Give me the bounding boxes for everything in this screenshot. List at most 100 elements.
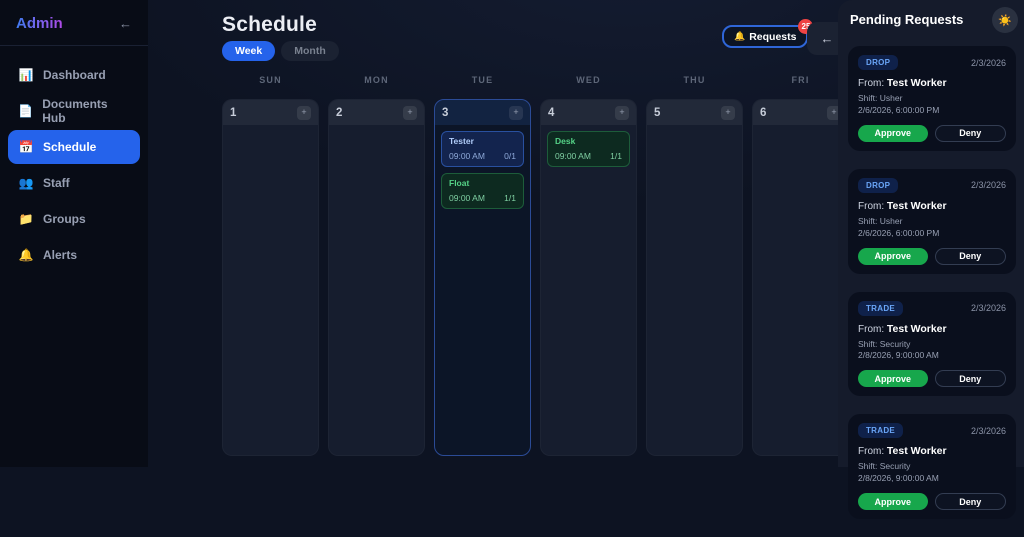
approve-button[interactable]: Approve: [858, 247, 928, 265]
request-card-header: DROP 2/3/2026: [858, 55, 1006, 70]
brand-logo: Admin: [16, 15, 63, 32]
shift-event[interactable]: Desk 09:00 AM 1/1: [547, 131, 630, 167]
worker-name: Test Worker: [886, 445, 947, 458]
sidebar-item-label: Dashboard: [43, 68, 106, 82]
view-toggle-week[interactable]: Week: [222, 41, 276, 61]
sidebar-collapse-icon[interactable]: ←: [119, 16, 132, 31]
day-number: 5: [654, 106, 661, 119]
request-shift: Shift: Security: [858, 338, 911, 349]
from-label: From:: [858, 78, 885, 89]
request-date: 2/3/2026: [970, 425, 1006, 436]
worker-name: Test Worker: [886, 322, 947, 335]
request-when: 2/8/2026, 9:00:00 AM: [858, 350, 939, 361]
add-shift-button[interactable]: +: [721, 105, 735, 120]
add-shift-button[interactable]: +: [297, 105, 311, 120]
panel-title: Pending Requests: [850, 12, 964, 27]
request-date: 2/3/2026: [970, 180, 1006, 191]
from-label: From:: [858, 446, 885, 458]
event-fill-count: 0/1: [504, 151, 516, 161]
day-events: [223, 125, 318, 137]
add-shift-button[interactable]: +: [615, 105, 629, 120]
alerts-icon: 🔔: [18, 248, 34, 262]
approve-button[interactable]: Approve: [858, 124, 928, 142]
day-events: Desk 09:00 AM 1/1: [541, 125, 636, 179]
sidebar: Admin ← 📊 Dashboard 📄 Documents Hub 📅 Schedul…: [0, 0, 148, 467]
request-type-badge: TRADE: [858, 423, 904, 439]
shift-event[interactable]: Float 09:00 AM 1/1: [441, 173, 524, 209]
sidebar-item-label: Schedule: [43, 140, 97, 154]
day-name-thu: THU: [683, 75, 706, 85]
sidebar-nav: 📊 Dashboard 📄 Documents Hub 📅 Schedule 👥 Staff 📁…: [0, 46, 148, 286]
approve-button[interactable]: Approve: [858, 493, 928, 511]
worker-name: Test Worker: [886, 77, 947, 89]
request-card-header: DROP 2/3/2026: [858, 177, 1006, 193]
deny-button[interactable]: Deny: [934, 247, 1006, 265]
sidebar-item-documents-hub[interactable]: 📄 Documents Hub: [8, 94, 140, 128]
day-cell-header: 2 +: [329, 100, 424, 125]
request-when: 2/8/2026, 9:00:00 AM: [858, 473, 939, 484]
sidebar-item-schedule[interactable]: 📅 Schedule: [8, 130, 140, 164]
request-from: From: Test Worker: [858, 323, 1006, 335]
sun-icon: ☀️: [998, 14, 1012, 27]
add-shift-button[interactable]: +: [403, 105, 417, 120]
request-card-header: TRADE 2/3/2026: [858, 423, 1006, 439]
request-card-list: DROP 2/3/2026 From: Test Worker Shift: Ushe…: [848, 46, 1016, 537]
sidebar-item-dashboard[interactable]: 📊 Dashboard: [8, 58, 140, 92]
event-details: 09:00 AM 1/1: [555, 151, 622, 161]
day-events: [647, 125, 742, 137]
event-title: Tester: [449, 136, 474, 146]
sidebar-item-alerts[interactable]: 🔔 Alerts: [8, 238, 140, 272]
deny-button[interactable]: Deny: [934, 370, 1006, 388]
add-shift-button[interactable]: +: [827, 105, 841, 120]
request-type-badge: DROP: [858, 177, 899, 193]
request-from: From: Test Worker: [858, 200, 1006, 212]
sidebar-item-staff[interactable]: 👥 Staff: [8, 166, 140, 200]
day-name-wed: WED: [576, 75, 601, 85]
sidebar-item-label: Staff: [43, 176, 70, 190]
request-actions: Approve Deny: [858, 370, 1006, 388]
day-number: 4: [548, 106, 555, 119]
request-type-badge: DROP: [858, 55, 899, 70]
request-card-header: TRADE 2/3/2026: [858, 300, 1006, 316]
schedule-icon: 📅: [18, 140, 34, 154]
groups-icon: 📁: [18, 212, 34, 226]
event-details: 09:00 AM 1/1: [449, 193, 516, 203]
request-actions: Approve Deny: [858, 124, 1006, 142]
day-cell-1: 1 +: [222, 99, 319, 456]
request-shift: Shift: Usher: [858, 93, 903, 103]
sidebar-item-groups[interactable]: 📁 Groups: [8, 202, 140, 236]
event-fill-count: 1/1: [504, 193, 516, 203]
request-from: From: Test Worker: [858, 445, 1006, 457]
view-toggle-month[interactable]: Month: [281, 41, 339, 61]
day-events: [329, 125, 424, 137]
requests-button-label: Requests: [749, 30, 797, 43]
request-card: TRADE 2/3/2026 From: Test Worker Shift: Sec…: [848, 291, 1016, 397]
shift-event[interactable]: Tester 09:00 AM 0/1: [441, 131, 524, 167]
request-shift: Shift: Usher: [858, 215, 903, 226]
day-number: 6: [760, 106, 767, 119]
staff-icon: 👥: [18, 176, 34, 190]
event-time: 09:00 AM: [449, 193, 485, 203]
deny-button[interactable]: Deny: [934, 124, 1006, 142]
calendar-day-names: SUN MON TUE WED THU FRI: [222, 75, 849, 85]
event-title: Desk: [555, 136, 576, 146]
day-events: Tester 09:00 AM 0/1 Float 09:00 AM 1/1: [435, 125, 530, 221]
approve-button[interactable]: Approve: [858, 370, 928, 388]
day-events: [753, 125, 848, 137]
from-label: From:: [858, 323, 885, 335]
day-cell-3: 3 + Tester 09:00 AM 0/1 Float 09:00 AM 1/1: [434, 99, 531, 456]
requests-button[interactable]: 🔔 Requests 25: [722, 19, 814, 48]
event-title: Float: [449, 178, 470, 188]
theme-toggle-button[interactable]: ☀️: [992, 7, 1018, 33]
sidebar-header: Admin ←: [0, 0, 148, 45]
add-shift-button[interactable]: +: [509, 105, 523, 120]
day-cell-5: 5 +: [646, 99, 743, 456]
sidebar-item-label: Alerts: [43, 248, 78, 262]
day-name-fri: FRI: [791, 75, 810, 85]
day-number: 3: [442, 106, 449, 119]
day-name-sun: SUN: [259, 75, 282, 85]
request-actions: Approve Deny: [858, 493, 1006, 511]
day-name-mon: MON: [364, 75, 389, 85]
deny-button[interactable]: Deny: [934, 493, 1006, 511]
day-number: 2: [336, 106, 343, 119]
